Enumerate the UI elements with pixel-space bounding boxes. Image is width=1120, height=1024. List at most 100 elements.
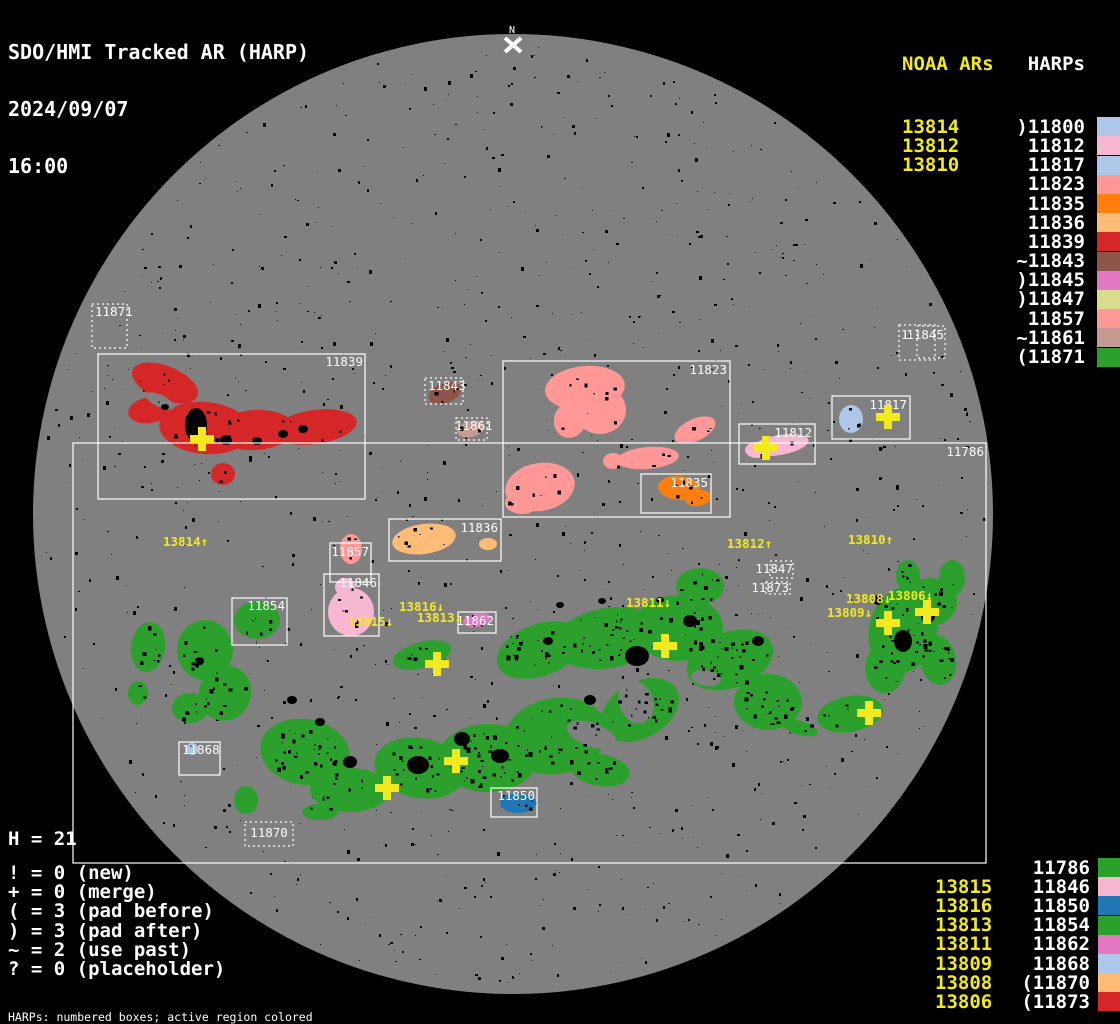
sunspot-pixel bbox=[333, 782, 336, 786]
sunspot-pixel bbox=[563, 646, 567, 649]
sunspot-pixel bbox=[516, 637, 518, 640]
sunspot-pixel bbox=[790, 708, 794, 712]
sunspot-pixel bbox=[694, 624, 697, 628]
sunspot-pixel bbox=[438, 758, 440, 760]
sunspot-pixel bbox=[731, 642, 736, 647]
legend-harp-id: 11812 bbox=[1027, 134, 1085, 157]
north-label: N bbox=[509, 25, 515, 36]
sunspot-pixel bbox=[351, 588, 354, 592]
sunspot-pixel bbox=[492, 735, 497, 741]
sunspot-core bbox=[625, 646, 649, 666]
legend-harp-id: 11850 bbox=[1032, 894, 1090, 917]
sunspot-pixel bbox=[751, 658, 755, 662]
sunspot-pixel bbox=[480, 783, 483, 785]
sunspot-pixel bbox=[891, 606, 895, 610]
harp-color-swatch bbox=[1097, 251, 1120, 271]
legend-harp-id: 11868 bbox=[1032, 952, 1090, 975]
sunspot-pixel bbox=[492, 773, 496, 777]
sunspot-pixel bbox=[577, 771, 581, 776]
sunspot-pixel bbox=[920, 632, 924, 636]
sunspot-pixel bbox=[209, 688, 214, 694]
sunspot-pixel bbox=[332, 761, 337, 766]
legend-noaa-id: 13811 bbox=[935, 933, 993, 956]
sunspot-pixel bbox=[513, 654, 515, 656]
sunspot-pixel bbox=[698, 646, 703, 651]
sunspot-pixel bbox=[259, 632, 263, 637]
ar-blob-11786 bbox=[198, 665, 252, 721]
sunspot-pixel bbox=[505, 645, 509, 649]
sunspot-pixel bbox=[937, 602, 942, 606]
legend-harp-id: )11800 bbox=[1016, 115, 1085, 138]
sunspot-pixel bbox=[486, 736, 490, 740]
sunspot-pixel bbox=[140, 661, 144, 665]
sunspot-pixel bbox=[605, 768, 608, 771]
sunspot-pixel bbox=[576, 723, 579, 726]
sunspot-pixel bbox=[702, 667, 706, 672]
sunspot-pixel bbox=[626, 629, 629, 632]
sunspot-pixel bbox=[449, 766, 451, 768]
sunspot-pixel bbox=[696, 608, 699, 610]
ar-blob-11786 bbox=[782, 719, 818, 737]
sunspot-pixel bbox=[939, 659, 944, 662]
sunspot-pixel bbox=[593, 392, 595, 395]
legend-harp-id: 11854 bbox=[1032, 914, 1090, 937]
harp-box-label-11854: 11854 bbox=[247, 598, 285, 613]
sunspot-pixel bbox=[190, 745, 193, 747]
sunspot-pixel bbox=[879, 660, 884, 664]
legend-row: 11839 bbox=[902, 231, 1120, 253]
sunspot-pixel bbox=[856, 424, 861, 428]
sunspot-pixel bbox=[595, 734, 598, 737]
harp-box-label-11873: 11873 bbox=[751, 580, 789, 595]
harp-box-11854 bbox=[231, 597, 288, 646]
legend-row: 13814 )11800 bbox=[902, 115, 1120, 138]
sunspot-pixel bbox=[652, 641, 655, 643]
sunspot-pixel bbox=[573, 726, 577, 730]
sunspot-pixel bbox=[696, 620, 700, 625]
sunspot-pixel bbox=[651, 465, 656, 468]
sunspot-pixel bbox=[544, 657, 548, 660]
sunspot-pixel bbox=[922, 655, 926, 658]
ar-gap bbox=[567, 720, 617, 750]
sunspot-core bbox=[287, 696, 297, 704]
flag-legend-row: ! = 0 (new) bbox=[8, 862, 134, 884]
harp-box-label-11850: 11850 bbox=[497, 788, 535, 803]
sunspot-pixel bbox=[203, 705, 208, 708]
sunspot-pixel bbox=[429, 527, 433, 530]
harp-box-label-11861: 11861 bbox=[455, 418, 493, 433]
sunspot-pixel bbox=[219, 711, 223, 716]
sunspot-pixel bbox=[644, 692, 649, 696]
sunspot-pixel bbox=[637, 700, 641, 704]
sunspot-pixel bbox=[902, 614, 905, 617]
sunspot-pixel bbox=[185, 711, 189, 715]
legend-noaa-id: 13808 bbox=[935, 971, 993, 994]
harp-color-swatch bbox=[1097, 194, 1120, 214]
harp-box-label-11835: 11835 bbox=[670, 475, 708, 490]
legend-noaa-id: 13814 bbox=[902, 115, 960, 138]
harp-box-11870 bbox=[244, 821, 294, 847]
harp-count-label: H = 21 bbox=[8, 828, 77, 850]
noaa-cross bbox=[190, 427, 214, 451]
sunspot-pixel bbox=[693, 640, 697, 645]
legend-row: 13806 (11873 bbox=[935, 991, 1120, 1013]
sunspot-pixel bbox=[890, 660, 894, 663]
sunspot-pixel bbox=[308, 729, 313, 735]
ar-blob-11839 bbox=[215, 409, 295, 451]
sunspot-pixel bbox=[942, 605, 946, 609]
sunspot-pixel bbox=[951, 606, 954, 609]
sunspot-pixel bbox=[915, 651, 919, 653]
sunspot-pixel bbox=[277, 767, 282, 772]
sunspot-pixel bbox=[595, 778, 598, 781]
sunspot-pixel bbox=[473, 625, 476, 627]
sunspot-pixel bbox=[835, 724, 839, 728]
sunspot-pixel bbox=[516, 771, 520, 773]
sunspot-pixel bbox=[610, 656, 614, 661]
sunspot-pixel bbox=[616, 614, 619, 616]
noaa-cross bbox=[444, 749, 468, 773]
sunspot-pixel bbox=[691, 501, 694, 504]
sunspot-pixel bbox=[558, 746, 560, 748]
sunspot-pixel bbox=[194, 445, 197, 447]
sunspot-pixel bbox=[885, 677, 888, 679]
ar-blob-11861 bbox=[457, 420, 485, 438]
sunspot-pixel bbox=[708, 615, 712, 620]
sunspot-pixel bbox=[504, 771, 506, 774]
